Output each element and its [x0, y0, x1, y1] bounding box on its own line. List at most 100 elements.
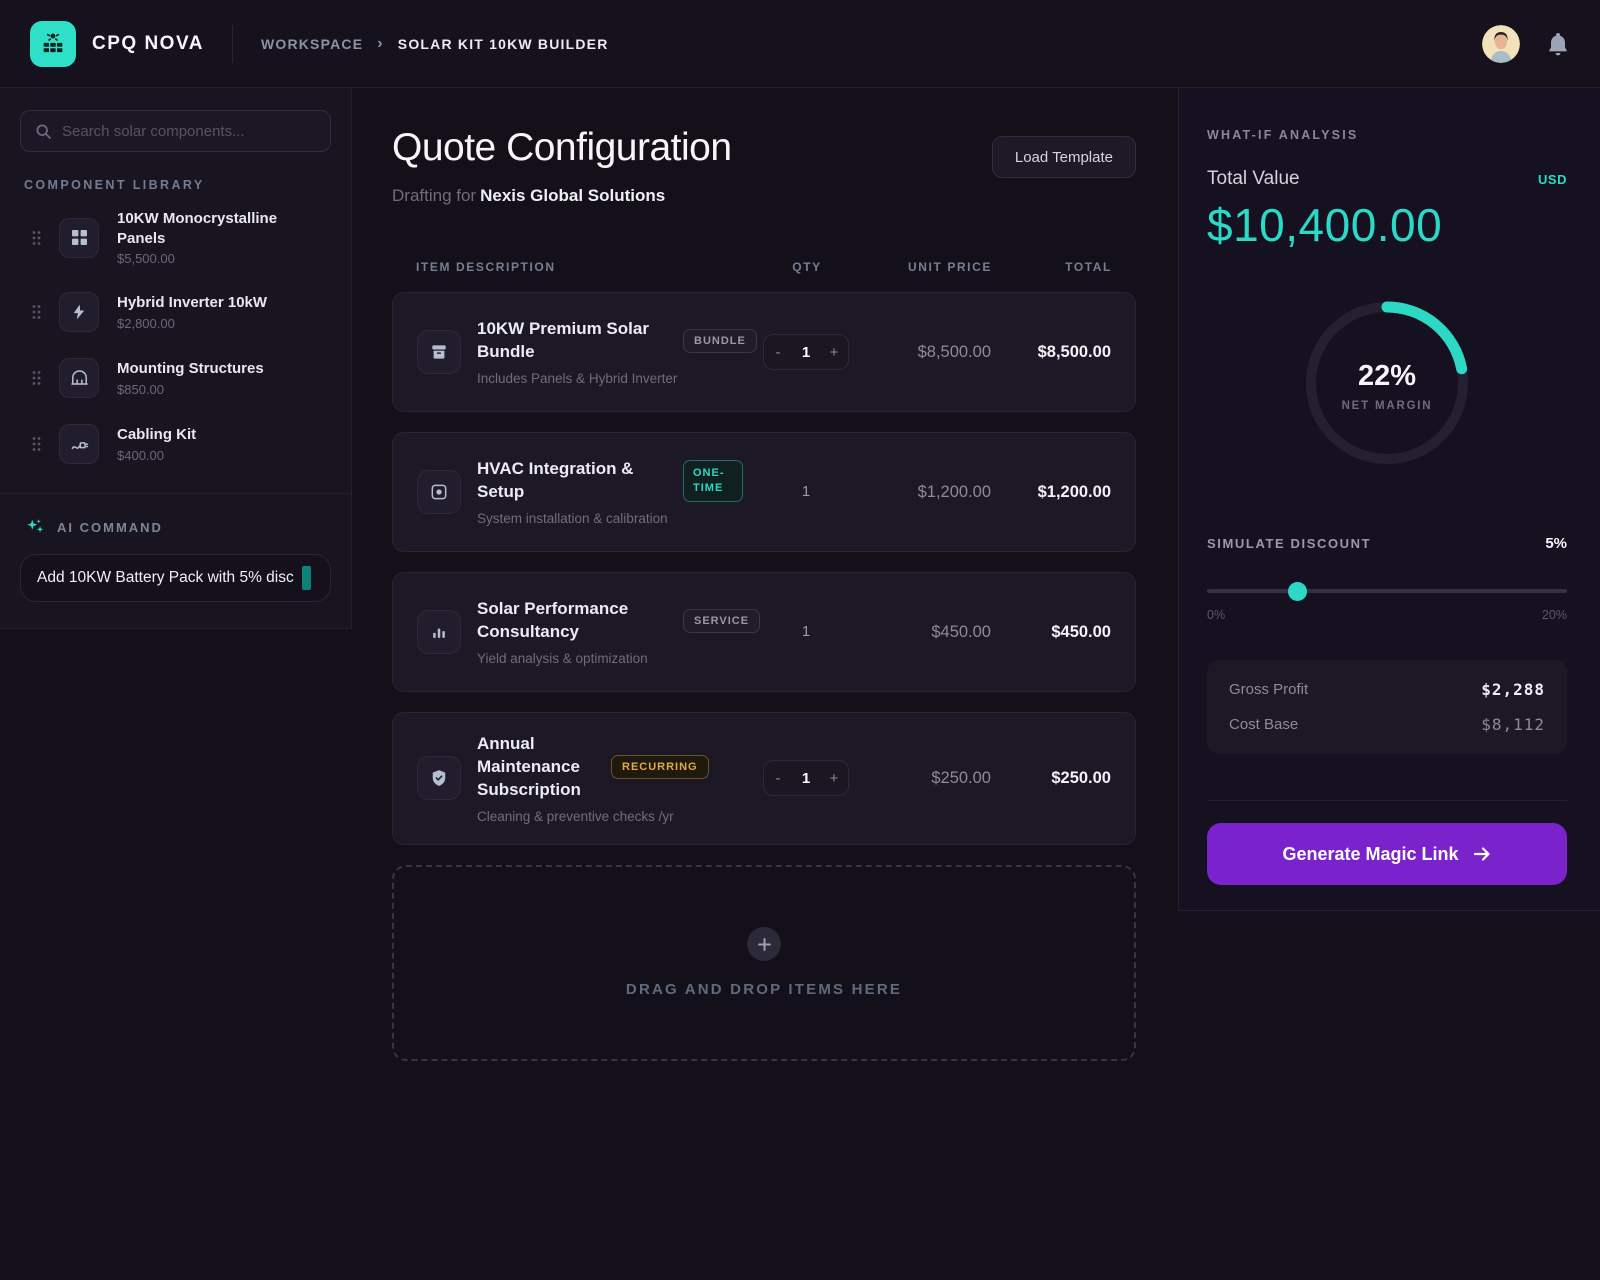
decrement-button[interactable]: -	[775, 769, 781, 787]
row-description: Includes Panels & Hybrid Inverter	[477, 370, 678, 386]
drag-drop-zone[interactable]: DRAG AND DROP ITEMS HERE	[392, 864, 1136, 1061]
client-name: Nexis Global Solutions	[480, 186, 666, 205]
quote-main: Quote Configuration Drafting for Nexis Gl…	[352, 88, 1178, 1061]
cost-base-label: Cost Base	[1229, 716, 1299, 733]
component-sidebar: COMPONENT LIBRARY 10KW Monocrystalline P…	[0, 88, 352, 629]
row-title: 10KW Premium Solar Bundle	[477, 319, 649, 361]
archive-box-icon	[417, 330, 461, 374]
load-template-button[interactable]: Load Template	[991, 136, 1136, 178]
col-total: TOTAL	[1065, 260, 1112, 274]
library-title: COMPONENT LIBRARY	[24, 178, 205, 192]
cta-label: Generate Magic Link	[1282, 843, 1459, 864]
mounting-icon	[59, 358, 99, 398]
breadcrumb-workspace[interactable]: WORKSPACE	[260, 35, 364, 52]
library-item-mounting[interactable]: Mounting Structures $850.00	[0, 345, 351, 411]
decrement-button[interactable]: -	[775, 343, 781, 361]
avatar[interactable]	[1482, 24, 1520, 63]
line-total: $1,200.00	[1037, 482, 1111, 501]
drag-handle-icon[interactable]	[32, 230, 41, 246]
divider	[231, 24, 233, 63]
net-margin-value: 22%	[1357, 359, 1417, 392]
table-header: ITEM DESCRIPTION QTY UNIT PRICE TOTAL	[392, 260, 1136, 274]
drag-handle-icon[interactable]	[32, 436, 41, 452]
text-caret	[301, 566, 311, 590]
quantity-value: 1	[801, 623, 811, 640]
item-price: $2,800.00	[117, 315, 175, 331]
quantity-value: 1	[801, 483, 811, 500]
quote-row-hvac: HVAC Integration & Setup ONE-TIME System…	[392, 432, 1136, 552]
row-title: Solar Performance Consultancy	[477, 599, 629, 641]
subtitle-prefix: Drafting for	[392, 186, 477, 205]
library-item-cabling[interactable]: Cabling Kit $400.00	[0, 411, 351, 477]
quantity-stepper: - 1 +	[763, 760, 849, 797]
generate-magic-link-button[interactable]: Generate Magic Link	[1207, 823, 1567, 885]
row-description: Cleaning & preventive checks /yr	[477, 808, 674, 824]
solar-panels-icon	[59, 217, 99, 258]
line-total: $450.00	[1051, 622, 1111, 641]
notifications-bell-icon[interactable]	[1546, 31, 1570, 57]
col-item-description: ITEM DESCRIPTION	[416, 260, 556, 274]
badge-bundle: BUNDLE	[683, 329, 757, 353]
item-price: $5,500.00	[117, 251, 175, 266]
item-price: $850.00	[117, 381, 164, 397]
increment-button[interactable]: +	[829, 769, 839, 787]
search-input[interactable]	[62, 122, 316, 140]
library-item-inverter[interactable]: Hybrid Inverter 10kW $2,800.00	[0, 279, 351, 345]
dropzone-label: DRAG AND DROP ITEMS HERE	[625, 981, 903, 999]
unit-price: $450.00	[931, 622, 991, 641]
drag-handle-icon[interactable]	[32, 370, 41, 386]
divider	[0, 493, 351, 494]
page-title: Quote Configuration	[392, 126, 732, 169]
cable-plug-icon	[59, 424, 99, 464]
bolt-icon	[59, 292, 99, 332]
what-if-panel: WHAT-IF ANALYSIS Total Value USD $10,400…	[1178, 88, 1600, 911]
col-unit-price: UNIT PRICE	[907, 260, 992, 274]
item-name: Hybrid Inverter 10kW	[117, 294, 268, 312]
item-name: Mounting Structures	[117, 360, 264, 378]
badge-one-time: ONE-TIME	[683, 459, 743, 503]
discount-slider[interactable]	[1207, 582, 1567, 601]
quote-row-maintenance: Annual Maintenance Subscription RECURRIN…	[392, 712, 1136, 845]
chevron-right-icon: ›	[377, 34, 384, 52]
col-qty: QTY	[792, 260, 822, 274]
quantity-stepper: - 1 +	[763, 334, 849, 370]
row-description: Yield analysis & optimization	[477, 650, 648, 666]
subtitle: Drafting for Nexis Global Solutions	[392, 186, 732, 206]
shield-check-icon	[417, 756, 461, 801]
profit-summary: Gross Profit $2,288 Cost Base $8,112	[1207, 660, 1567, 754]
slider-track[interactable]	[1207, 589, 1567, 593]
badge-service: SERVICE	[683, 609, 761, 633]
line-total: $250.00	[1051, 768, 1111, 787]
library-item-panels[interactable]: 10KW Monocrystalline Panels $5,500.00	[0, 196, 351, 279]
gear-icon	[417, 470, 461, 514]
item-price: $400.00	[117, 447, 164, 463]
brand-name: CPQ NOVA	[92, 32, 204, 54]
item-name: Cabling Kit	[117, 426, 197, 444]
add-icon	[747, 927, 781, 962]
drag-handle-icon[interactable]	[32, 304, 41, 320]
quantity-value: 1	[801, 343, 811, 361]
arrow-right-icon	[1473, 847, 1490, 861]
discount-value: 5%	[1545, 535, 1567, 552]
app-logo-icon	[30, 20, 76, 67]
increment-button[interactable]: +	[829, 343, 839, 361]
bar-chart-icon	[417, 610, 461, 654]
search-icon	[36, 123, 51, 139]
badge-recurring: RECURRING	[611, 755, 709, 780]
unit-price: $250.00	[931, 768, 991, 787]
ai-command-input[interactable]: Add 10KW Battery Pack with 5% disc	[20, 554, 331, 602]
gross-profit-value: $2,288	[1481, 680, 1545, 699]
row-title: HVAC Integration & Setup	[477, 459, 634, 501]
top-bar: CPQ NOVA WORKSPACE › SOLAR KIT 10KW BUIL…	[0, 0, 1600, 88]
quote-row-consultancy: Solar Performance Consultancy SERVICE Yi…	[392, 572, 1136, 692]
ai-command-text: Add 10KW Battery Pack with 5% disc	[37, 569, 294, 586]
net-margin-gauge: 22% NET MARGIN	[1302, 298, 1472, 473]
line-total: $8,500.00	[1037, 342, 1111, 361]
total-value-label: Total Value	[1207, 168, 1300, 189]
total-value: $10,400.00	[1207, 199, 1443, 251]
slider-thumb[interactable]	[1288, 582, 1307, 601]
item-name: 10KW Monocrystalline Panels	[117, 210, 278, 247]
discount-label: SIMULATE DISCOUNT	[1207, 536, 1372, 551]
slider-min-label: 0%	[1207, 608, 1226, 622]
breadcrumb: WORKSPACE › SOLAR KIT 10KW BUILDER	[261, 35, 609, 53]
